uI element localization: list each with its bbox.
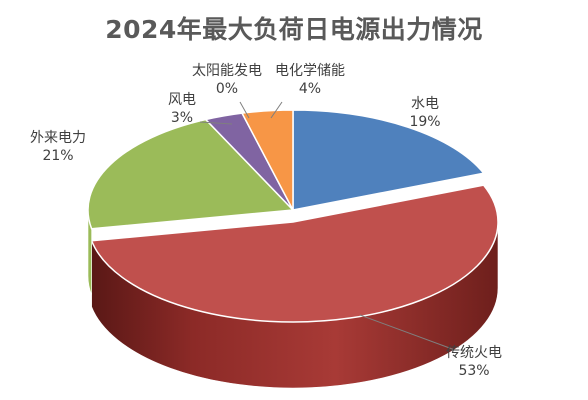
chart-title: 2024年最大负荷日电源出力情况 [105,15,483,44]
slice-label-传统火电: 传统火电 [446,345,502,361]
slice-label-水电: 水电 [411,96,439,112]
slice-value-水电: 19% [409,114,440,130]
pie-slice-电化学储能 [240,109,294,211]
slice-value-太阳能发电: 0% [216,81,238,97]
slice-value-电化学储能: 4% [299,81,321,97]
leader-line-风电 [199,121,233,125]
pie-slice-外来电力 [87,118,295,230]
slice-value-风电: 3% [171,110,193,126]
slice-label-太阳能发电: 太阳能发电 [192,63,262,79]
slice-label-风电: 风电 [168,92,196,108]
leader-line-太阳能发电 [239,101,250,119]
slice-label-外来电力: 外来电力 [30,130,86,146]
leader-line-电化学储能 [270,101,283,119]
pie-slice-水电 [292,109,485,211]
pie-slice-传统火电 [90,184,499,323]
leader-line-传统火电 [359,314,456,351]
slice-label-电化学储能: 电化学储能 [275,63,345,79]
slice-value-外来电力: 21% [42,148,73,164]
slice-value-传统火电: 53% [458,363,489,379]
